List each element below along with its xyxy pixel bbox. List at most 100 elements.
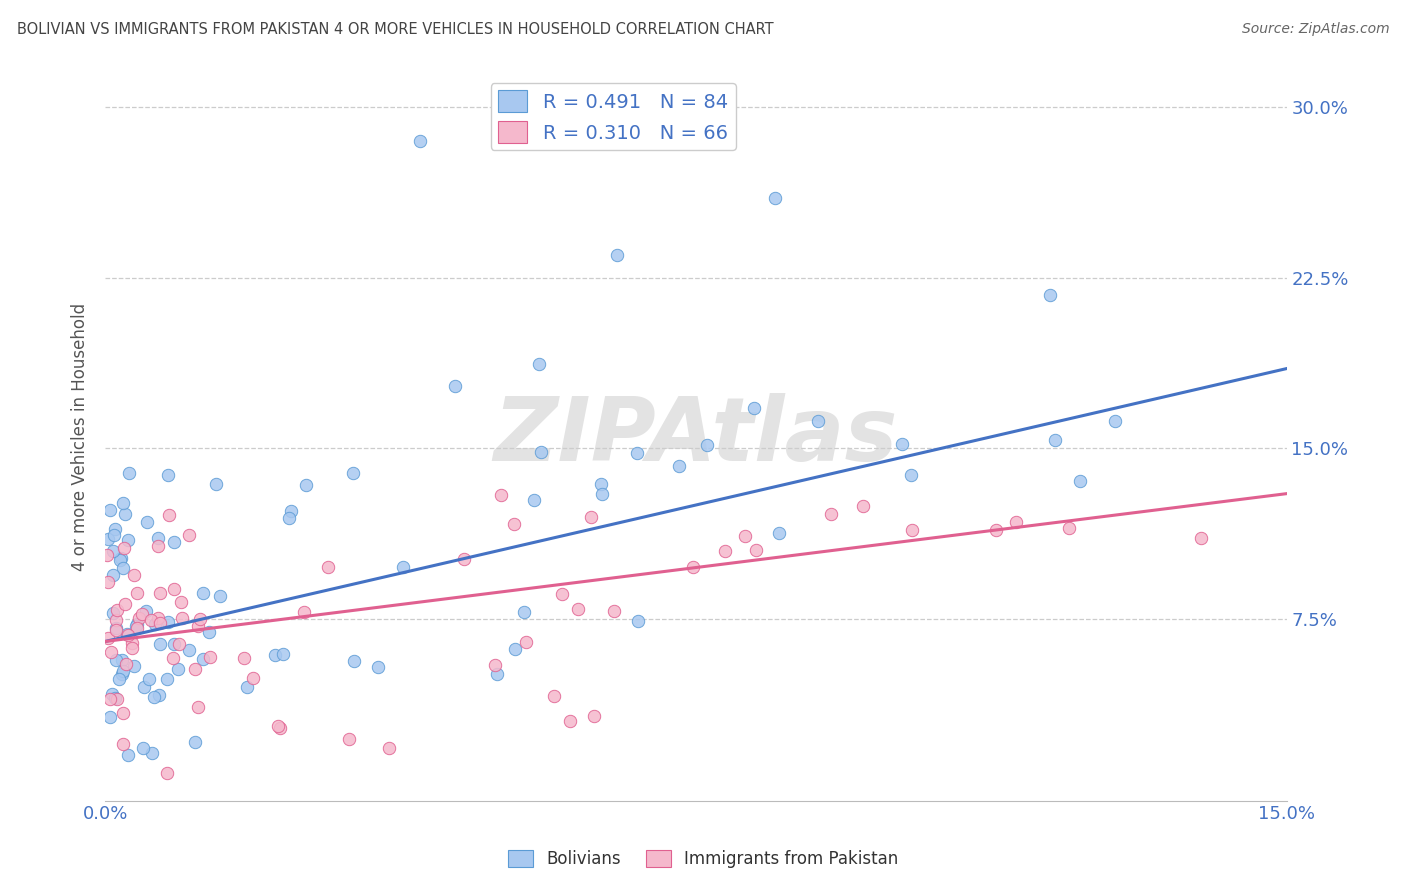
Point	[551, 587, 574, 601]
Point	[271, 647, 294, 661]
Point	[668, 459, 690, 474]
Point	[1189, 531, 1212, 545]
Point	[529, 444, 551, 458]
Point	[277, 511, 299, 525]
Point	[184, 735, 207, 749]
Point	[198, 650, 221, 665]
Point	[292, 605, 315, 619]
Point	[148, 688, 170, 702]
Point	[149, 615, 172, 630]
Point	[117, 467, 139, 481]
Point	[105, 623, 128, 637]
Point	[117, 748, 139, 763]
Point	[582, 709, 605, 723]
Point	[523, 492, 546, 507]
Point	[503, 641, 526, 656]
Point	[1069, 474, 1091, 488]
Point	[264, 648, 287, 662]
Point	[105, 603, 128, 617]
Point	[900, 468, 922, 483]
Point	[166, 662, 188, 676]
Point	[98, 710, 121, 724]
Point	[132, 740, 155, 755]
Point	[138, 672, 160, 686]
Point	[103, 528, 125, 542]
Point	[110, 551, 132, 566]
Point	[127, 621, 149, 635]
Point	[156, 615, 179, 629]
Point	[141, 747, 163, 761]
Point	[179, 528, 201, 542]
Point	[98, 503, 121, 517]
Legend: Bolivians, Immigrants from Pakistan: Bolivians, Immigrants from Pakistan	[501, 843, 905, 875]
Point	[117, 627, 139, 641]
Point	[112, 541, 135, 555]
Point	[112, 561, 135, 575]
Point	[115, 627, 138, 641]
Point	[149, 637, 172, 651]
Point	[163, 535, 186, 549]
Point	[591, 487, 613, 501]
Point	[820, 507, 842, 521]
Point	[145, 616, 167, 631]
Point	[443, 378, 465, 392]
Point	[111, 664, 134, 678]
Point	[125, 619, 148, 633]
Point	[269, 721, 291, 735]
Point	[807, 414, 830, 428]
Point	[1104, 414, 1126, 428]
Point	[543, 690, 565, 704]
Point	[105, 691, 128, 706]
Point	[131, 607, 153, 621]
Point	[134, 680, 156, 694]
Point	[768, 525, 790, 540]
Point	[205, 477, 228, 491]
Point	[295, 478, 318, 492]
Point	[170, 611, 193, 625]
Text: Source: ZipAtlas.com: Source: ZipAtlas.com	[1241, 22, 1389, 37]
Point	[409, 134, 432, 148]
Point	[135, 515, 157, 529]
Point	[121, 641, 143, 656]
Point	[208, 590, 231, 604]
Point	[337, 732, 360, 747]
Point	[108, 553, 131, 567]
Point	[97, 631, 120, 645]
Point	[146, 539, 169, 553]
Point	[105, 653, 128, 667]
Point	[188, 612, 211, 626]
Point	[157, 508, 180, 522]
Point	[104, 522, 127, 536]
Point	[139, 613, 162, 627]
Legend: R = 0.491   N = 84, R = 0.310   N = 66: R = 0.491 N = 84, R = 0.310 N = 66	[491, 83, 735, 151]
Text: BOLIVIAN VS IMMIGRANTS FROM PAKISTAN 4 OR MORE VEHICLES IN HOUSEHOLD CORRELATION: BOLIVIAN VS IMMIGRANTS FROM PAKISTAN 4 O…	[17, 22, 773, 37]
Point	[148, 611, 170, 625]
Point	[111, 496, 134, 510]
Point	[513, 605, 536, 619]
Point	[184, 662, 207, 676]
Point	[714, 544, 737, 558]
Point	[101, 544, 124, 558]
Point	[742, 401, 765, 415]
Point	[891, 437, 914, 451]
Point	[112, 706, 135, 720]
Point	[125, 586, 148, 600]
Point	[367, 659, 389, 673]
Point	[162, 651, 184, 665]
Point	[485, 667, 508, 681]
Point	[149, 586, 172, 600]
Point	[626, 446, 648, 460]
Point	[1057, 521, 1080, 535]
Point	[105, 613, 128, 627]
Point	[101, 568, 124, 582]
Point	[142, 690, 165, 705]
Point	[763, 191, 786, 205]
Point	[589, 477, 612, 491]
Point	[606, 248, 628, 262]
Point	[114, 597, 136, 611]
Point	[128, 610, 150, 624]
Y-axis label: 4 or more Vehicles in Household: 4 or more Vehicles in Household	[72, 302, 89, 571]
Point	[156, 672, 179, 686]
Point	[734, 529, 756, 543]
Point	[579, 510, 602, 524]
